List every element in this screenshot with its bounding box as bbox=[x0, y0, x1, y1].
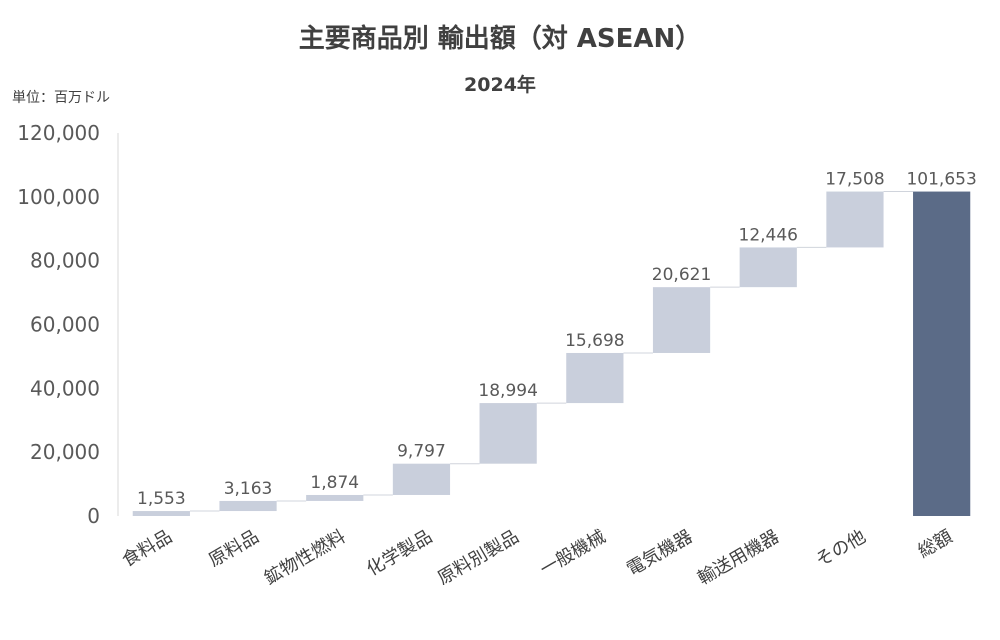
step-bar bbox=[739, 247, 797, 288]
category-label: その他 bbox=[812, 526, 869, 571]
total-bar bbox=[913, 191, 971, 517]
category-label: 輸送用機器 bbox=[694, 526, 782, 589]
data-label: 3,163 bbox=[224, 479, 273, 499]
data-label: 12,446 bbox=[739, 225, 798, 245]
chart-title: 主要商品別 輸出額（対 ASEAN） bbox=[298, 24, 702, 54]
step-bar bbox=[652, 287, 711, 353]
category-label: 総額 bbox=[914, 526, 956, 562]
data-label: 20,621 bbox=[652, 265, 711, 285]
data-label: 1,553 bbox=[137, 489, 186, 509]
category-label: 化学製品 bbox=[363, 526, 436, 580]
y-tick-label: 100,000 bbox=[17, 185, 100, 209]
y-axis: 0 20,000 40,000 60,000 80,000 100,000 120,000 bbox=[17, 121, 119, 528]
y-tick-label: 40,000 bbox=[30, 376, 100, 400]
data-labels: 1,553 3,163 1,874 9,797 18,994 15,698 20,621 12… bbox=[137, 170, 977, 509]
data-label: 17,508 bbox=[825, 170, 884, 190]
data-label: 15,698 bbox=[565, 331, 624, 351]
y-tick-label: 80,000 bbox=[30, 249, 100, 273]
data-label: 101,653 bbox=[906, 170, 976, 190]
y-tick-label: 20,000 bbox=[30, 440, 100, 464]
category-label: 食料品 bbox=[119, 526, 176, 571]
connector-lines bbox=[189, 191, 914, 512]
data-label: 9,797 bbox=[397, 442, 446, 462]
category-label: 一般機械 bbox=[536, 526, 609, 580]
step-bar bbox=[392, 463, 451, 495]
category-label: 電気機器 bbox=[623, 526, 696, 580]
category-label: 原料別製品 bbox=[434, 526, 522, 589]
step-bar bbox=[132, 511, 190, 516]
y-tick-label: 0 bbox=[87, 504, 100, 528]
step-bar bbox=[566, 352, 624, 404]
step-bar bbox=[306, 494, 364, 501]
y-tick-label: 60,000 bbox=[30, 313, 100, 337]
unit-label: 単位：百万ドル bbox=[12, 90, 110, 106]
step-bar bbox=[479, 403, 537, 464]
category-label: 原料品 bbox=[205, 526, 262, 571]
y-tick-label: 120,000 bbox=[17, 121, 100, 145]
data-label: 1,874 bbox=[310, 473, 359, 493]
step-bar bbox=[219, 500, 277, 512]
category-label: 鉱物性燃料 bbox=[261, 526, 349, 589]
chart-subtitle: 2024年 bbox=[464, 74, 536, 96]
data-label: 18,994 bbox=[478, 381, 537, 401]
step-bar bbox=[826, 191, 884, 248]
bars bbox=[132, 191, 971, 517]
